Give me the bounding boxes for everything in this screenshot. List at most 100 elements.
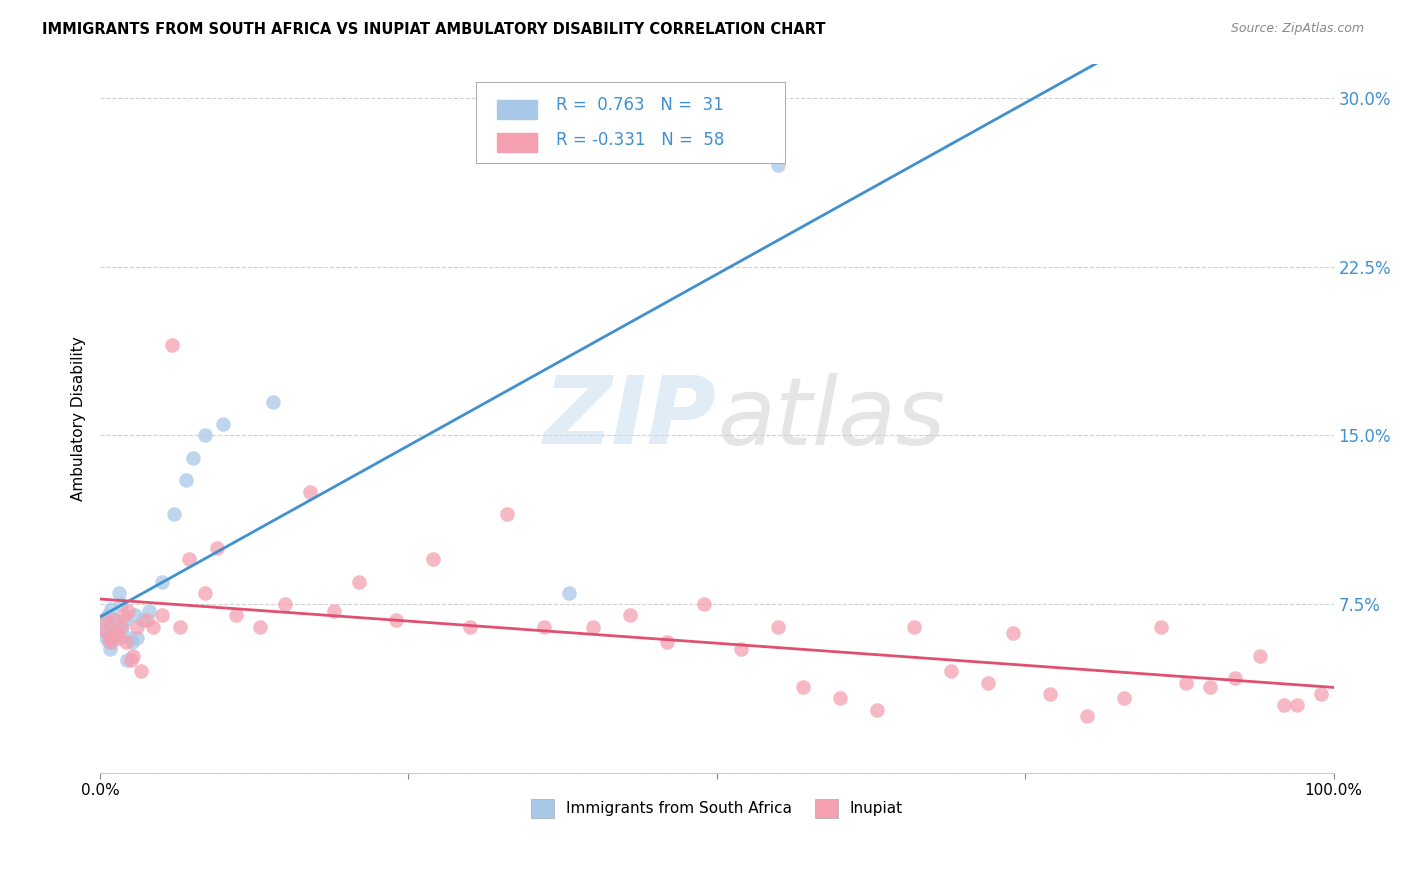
Point: [347, 574, 370, 589]
Point: [194, 586, 217, 600]
Point: [121, 635, 143, 649]
Point: [93, 613, 115, 627]
Point: [150, 608, 173, 623]
Point: [323, 604, 346, 618]
Point: [1112, 691, 1135, 706]
Point: [657, 635, 679, 649]
Point: [830, 691, 852, 706]
Text: R = -0.331   N =  58: R = -0.331 N = 58: [557, 130, 725, 149]
Point: [127, 631, 149, 645]
Point: [132, 613, 155, 627]
FancyBboxPatch shape: [477, 82, 785, 163]
Point: [103, 613, 125, 627]
Point: [792, 680, 814, 694]
Point: [458, 619, 481, 633]
Point: [730, 642, 752, 657]
Point: [768, 619, 790, 633]
Point: [207, 541, 229, 555]
Point: [100, 601, 122, 615]
Point: [104, 613, 127, 627]
Point: [1310, 687, 1333, 701]
Point: [101, 619, 124, 633]
Point: [107, 586, 129, 600]
Point: [122, 648, 145, 663]
Point: [124, 608, 146, 623]
Point: [1039, 687, 1062, 701]
Point: [1285, 698, 1308, 713]
Point: [160, 338, 183, 352]
Point: [903, 619, 925, 633]
Point: [118, 631, 141, 645]
Point: [533, 619, 555, 633]
Point: [298, 484, 321, 499]
Bar: [498, 100, 537, 119]
Point: [96, 624, 118, 638]
Point: [111, 619, 134, 633]
Point: [169, 619, 191, 633]
Point: [98, 642, 121, 657]
Point: [97, 631, 120, 645]
Point: [177, 552, 200, 566]
Point: [105, 626, 128, 640]
Point: [138, 604, 160, 618]
Text: Source: ZipAtlas.com: Source: ZipAtlas.com: [1230, 22, 1364, 36]
Point: [97, 635, 120, 649]
Point: [1272, 698, 1295, 713]
Point: [120, 653, 142, 667]
Text: R =  0.763   N =  31: R = 0.763 N = 31: [557, 96, 724, 114]
Point: [225, 608, 247, 623]
Point: [212, 417, 235, 431]
Point: [496, 507, 519, 521]
Point: [619, 608, 641, 623]
Point: [1001, 626, 1024, 640]
Point: [136, 613, 159, 627]
Point: [558, 586, 581, 600]
Point: [94, 624, 117, 638]
Point: [768, 158, 790, 172]
Point: [866, 703, 889, 717]
Legend: Immigrants from South Africa, Inupiat: Immigrants from South Africa, Inupiat: [523, 791, 911, 825]
Point: [385, 613, 408, 627]
Point: [1174, 675, 1197, 690]
Point: [181, 450, 204, 465]
Point: [96, 608, 118, 623]
Point: [1199, 680, 1222, 694]
Point: [112, 608, 135, 623]
Point: [127, 619, 149, 633]
Point: [105, 626, 128, 640]
Point: [262, 394, 284, 409]
Point: [274, 597, 297, 611]
Point: [977, 675, 1000, 690]
Point: [582, 619, 605, 633]
Text: IMMIGRANTS FROM SOUTH AFRICA VS INUPIAT AMBULATORY DISABILITY CORRELATION CHART: IMMIGRANTS FROM SOUTH AFRICA VS INUPIAT …: [42, 22, 825, 37]
Point: [1249, 648, 1271, 663]
Point: [176, 473, 198, 487]
Y-axis label: Ambulatory Disability: Ambulatory Disability: [72, 336, 86, 500]
Point: [693, 597, 716, 611]
Bar: [498, 133, 537, 153]
Point: [117, 653, 139, 667]
Point: [422, 552, 444, 566]
Point: [941, 665, 963, 679]
Point: [107, 631, 129, 645]
Point: [103, 631, 125, 645]
Text: atlas: atlas: [717, 373, 945, 464]
Point: [110, 597, 132, 611]
Point: [129, 665, 152, 679]
Point: [163, 507, 186, 521]
Point: [1150, 619, 1173, 633]
Point: [142, 619, 165, 633]
Point: [117, 604, 139, 618]
Point: [93, 613, 115, 627]
Text: ZIP: ZIP: [544, 372, 717, 465]
Point: [100, 635, 122, 649]
Point: [115, 635, 138, 649]
Point: [249, 619, 271, 633]
Point: [194, 428, 217, 442]
Point: [110, 619, 132, 633]
Point: [96, 631, 118, 645]
Point: [1223, 671, 1246, 685]
Point: [114, 613, 136, 627]
Point: [150, 574, 173, 589]
Point: [1076, 709, 1098, 723]
